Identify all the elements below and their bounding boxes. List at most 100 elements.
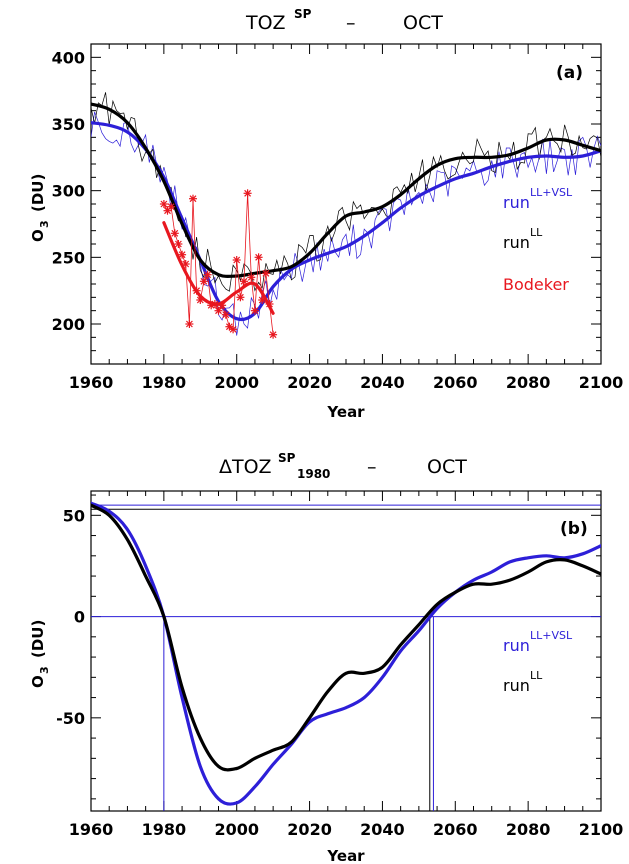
bodeker-annual-point xyxy=(258,296,267,304)
bodeker-annual-point xyxy=(247,273,256,282)
bodeker-annual-point xyxy=(265,300,274,308)
bodeker-annual-point xyxy=(210,300,219,308)
x-tick-label: 2060 xyxy=(433,820,478,839)
panel-b-y-tick-labels: -50 0 50 xyxy=(56,506,85,728)
x-tick-label: 1980 xyxy=(142,820,187,839)
panel-a-legend: run LL+VSL run LL Bodeker xyxy=(503,186,573,294)
bodeker-annual-point xyxy=(218,301,227,310)
y-tick-label: 350 xyxy=(52,115,85,134)
bodeker-annual-point xyxy=(163,206,172,215)
bodeker-annual-point xyxy=(203,270,212,279)
series-area xyxy=(91,501,601,806)
panel-b: ΔTOZ SP 1980 – OCT 1960 1980 2000 2020 2040 2… xyxy=(29,451,623,864)
bodeker-annual-point xyxy=(221,310,230,319)
bodeker-annual-point xyxy=(167,202,176,211)
x-tick-label: 2000 xyxy=(214,373,259,392)
y-tick-label: 0 xyxy=(74,608,85,627)
panel-b-ylabel-sub: 3 xyxy=(38,666,51,674)
x-tick-label: 2080 xyxy=(506,373,551,392)
bodeker-annual-point xyxy=(236,293,245,302)
panel-b-title-dash: – xyxy=(367,456,377,478)
x-tick-label: 2100 xyxy=(579,820,624,839)
bodeker-annual-point xyxy=(214,306,223,315)
bodeker-annual-point xyxy=(189,194,197,203)
y-tick-label: 300 xyxy=(52,182,85,201)
bodeker-annual-point xyxy=(199,277,208,286)
panel-b-reference-lines xyxy=(91,504,601,811)
bodeker-annual-point xyxy=(178,250,187,259)
panel-b-y-axis-label: O 3 (DU) xyxy=(29,620,51,688)
bodeker-annual-point xyxy=(174,240,183,248)
bodeker-annual-point xyxy=(170,229,179,238)
panel-a-y-axis-label: O 3 (DU) xyxy=(29,174,51,242)
panel-b-label: (b) xyxy=(560,519,588,539)
panel-b-series xyxy=(91,501,601,806)
bodeker-annual-point xyxy=(192,286,201,295)
annual-series-line xyxy=(91,111,601,336)
panel-a-ylabel-unit: (DU) xyxy=(29,174,47,212)
panel-a-legend-runll-sup: LL xyxy=(530,226,543,239)
panel-a-title-month: OCT xyxy=(403,12,443,34)
bodeker-annual-point xyxy=(229,325,238,334)
x-tick-label: 1980 xyxy=(142,373,187,392)
x-tick-label: 2040 xyxy=(360,373,405,392)
panel-b-title-month: OCT xyxy=(427,456,467,478)
run-ll-line xyxy=(91,102,601,278)
series-area xyxy=(91,92,601,339)
x-tick-label: 2060 xyxy=(433,373,478,392)
panel-a-legend-bodeker: Bodeker xyxy=(503,275,569,294)
bodeker-annual-point xyxy=(159,200,168,208)
panel-b-ylabel-main: O xyxy=(29,675,47,688)
y-tick-label: 200 xyxy=(52,315,85,334)
panel-b-title-main: ΔTOZ xyxy=(219,456,272,478)
x-tick-label: 1960 xyxy=(69,820,114,839)
x-tick-label: 2040 xyxy=(360,820,405,839)
panel-a-ylabel-sub: 3 xyxy=(38,220,51,228)
bodeker-annual-point xyxy=(181,260,190,268)
y-tick-label: 50 xyxy=(63,506,85,525)
panel-b-legend-runll-sup: LL xyxy=(530,669,543,682)
panel-b-title-sup: SP xyxy=(278,451,296,465)
panel-b-legend-runllvsl-sup: LL+VSL xyxy=(530,629,573,642)
bodeker-annual-point xyxy=(261,269,270,278)
run-ll-line xyxy=(91,503,601,772)
panel-b-legend-runllvsl: run xyxy=(503,636,530,655)
run-ll-vsl-line xyxy=(91,121,601,322)
panel-b-title-sub: 1980 xyxy=(297,467,330,481)
x-tick-label: 1960 xyxy=(69,373,114,392)
panel-b-x-tick-labels: 1960 1980 2000 2020 2040 2060 2080 2100 xyxy=(69,820,624,839)
panel-a-legend-runllvsl: run xyxy=(503,193,530,212)
bodeker-annual-point xyxy=(269,330,278,339)
panel-a-ticks xyxy=(90,43,602,365)
panel-a-label: (a) xyxy=(556,63,583,83)
bodeker-annual-point xyxy=(243,189,252,198)
panel-b-legend-runll: run xyxy=(503,676,530,695)
bodeker-annual-point xyxy=(254,253,263,262)
y-tick-label: -50 xyxy=(56,709,85,728)
bodeker-annual-point xyxy=(240,277,248,286)
x-tick-label: 2000 xyxy=(214,820,259,839)
panel-a-x-axis-label: Year xyxy=(326,403,365,421)
panel-b-x-axis-label: Year xyxy=(326,847,365,864)
y-tick-label: 250 xyxy=(52,248,85,267)
bodeker-annual-point xyxy=(232,256,241,264)
panel-a-ylabel-main: O xyxy=(29,229,47,242)
panel-a-title-sup: SP xyxy=(294,7,312,21)
panel-b-legend: run LL+VSL run LL xyxy=(503,629,573,695)
panel-a-legend-runllvsl-sup: LL+VSL xyxy=(530,186,573,199)
panel-a-title-main: TOZ xyxy=(245,12,286,34)
x-tick-label: 2020 xyxy=(287,820,332,839)
bodeker-annual-point xyxy=(250,306,259,315)
x-tick-label: 2100 xyxy=(579,373,624,392)
panel-a-legend-runll: run xyxy=(503,233,530,252)
panel-a-x-tick-labels: 1960 1980 2000 2020 2040 2060 2080 2100 xyxy=(69,373,624,392)
panel-a-series xyxy=(91,92,601,339)
x-tick-label: 2020 xyxy=(287,373,332,392)
panel-a-title-dash: – xyxy=(346,12,356,34)
y-tick-label: 400 xyxy=(52,48,85,67)
x-tick-label: 2080 xyxy=(506,820,551,839)
bodeker-annual-point xyxy=(196,296,205,304)
panel-b-ylabel-unit: (DU) xyxy=(29,620,47,658)
bodeker-annual-point xyxy=(185,320,194,328)
